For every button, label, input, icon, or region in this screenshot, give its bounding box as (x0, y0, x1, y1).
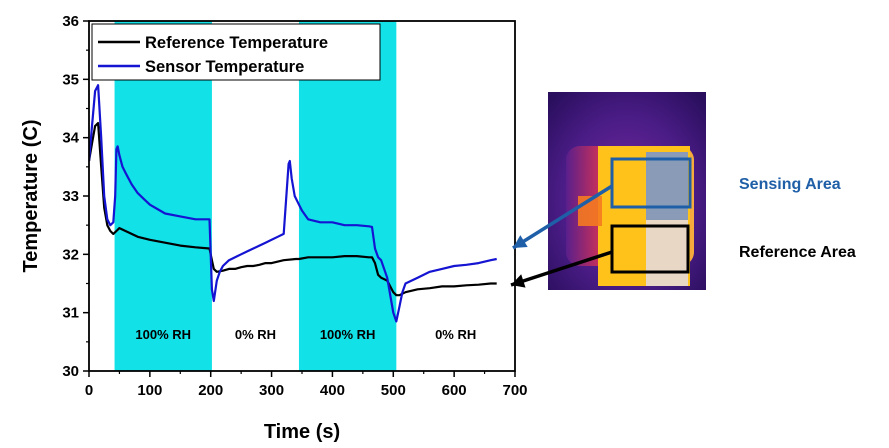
phase-label: 100% RH (320, 327, 376, 342)
legend-label-reference: Reference Temperature (145, 34, 328, 52)
sensing-area-box (610, 157, 692, 209)
legend: Reference Temperature Sensor Temperature (91, 23, 381, 81)
y-axis-label: Temperature (C) (20, 120, 42, 273)
phase-label: 0% RH (235, 327, 276, 342)
reference-arrow (510, 250, 613, 287)
sensing-area-label: Sensing Area (739, 176, 841, 193)
x-tick-label: 500 (381, 382, 406, 399)
callout-arrows (510, 184, 613, 288)
reference-area-label: Reference Area (739, 244, 856, 261)
y-tick-label: 35 (62, 71, 79, 88)
reference-area-box (610, 224, 690, 274)
phase-label: 0% RH (435, 327, 476, 342)
y-tick-label: 33 (62, 188, 79, 205)
y-tick-label: 34 (62, 130, 79, 147)
legend-box (91, 23, 381, 81)
y-tick-label: 30 (62, 363, 79, 380)
sensing-arrow-head (513, 235, 528, 248)
x-axis-ticks: 0 100 200 300 400 500 600 700 (85, 371, 528, 399)
x-tick-label: 600 (442, 382, 467, 399)
inset-reference-strip (646, 220, 688, 286)
x-axis-label: Time (s) (264, 421, 340, 443)
reference-arrow-head (511, 274, 526, 288)
y-tick-label: 32 (62, 246, 79, 263)
x-tick-label: 300 (259, 382, 284, 399)
x-tick-label: 400 (320, 382, 345, 399)
phase-label: 100% RH (135, 327, 191, 342)
thermal-inset-image (548, 92, 706, 290)
x-tick-label: 100 (137, 382, 162, 399)
x-tick-label: 200 (198, 382, 223, 399)
x-tick-label: 0 (85, 382, 93, 399)
y-tick-label: 36 (62, 13, 79, 30)
y-axis-ticks: 30 31 32 33 34 35 36 (62, 13, 89, 380)
series-layer (89, 84, 497, 323)
series-line-sensor (89, 84, 497, 323)
x-tick-label: 700 (502, 382, 527, 399)
legend-label-sensor: Sensor Temperature (145, 58, 304, 76)
sensing-arrow (512, 184, 613, 250)
y-tick-label: 31 (62, 305, 79, 322)
series-line-reference (89, 122, 497, 297)
inset-sensor-strip (646, 152, 688, 220)
